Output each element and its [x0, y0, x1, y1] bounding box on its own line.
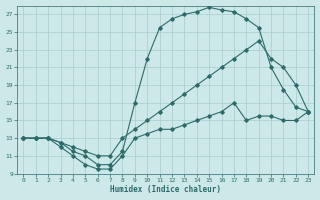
X-axis label: Humidex (Indice chaleur): Humidex (Indice chaleur) — [110, 185, 221, 194]
